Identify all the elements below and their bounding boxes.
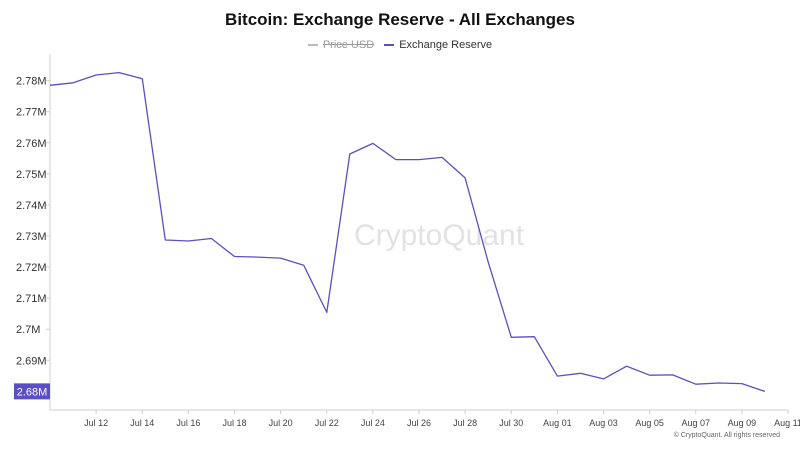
data-point[interactable] xyxy=(762,389,767,394)
data-point[interactable] xyxy=(486,260,491,265)
x-tick-label: Jul 26 xyxy=(407,418,431,428)
copyright-credit: © CryptoQuant. All rights reserved xyxy=(673,432,780,439)
y-tick-label: 2.69M xyxy=(16,355,47,367)
data-point[interactable] xyxy=(578,371,583,376)
data-point[interactable] xyxy=(670,372,675,377)
y-tick-label: 2.76M xyxy=(16,138,47,150)
x-tick-label: Jul 20 xyxy=(269,418,293,428)
x-tick-label: Aug 03 xyxy=(589,418,618,428)
series-line-exchange-reserve[interactable] xyxy=(49,71,766,393)
data-point[interactable] xyxy=(48,83,53,88)
data-point[interactable] xyxy=(624,364,629,369)
data-point[interactable] xyxy=(693,382,698,387)
x-tick-label: Aug 07 xyxy=(681,418,710,428)
x-tick-label: Jul 12 xyxy=(84,418,108,428)
y-tick-label: 2.74M xyxy=(16,200,47,212)
data-point[interactable] xyxy=(463,175,468,180)
data-point[interactable] xyxy=(324,310,329,315)
x-tick-label: Jul 24 xyxy=(361,418,385,428)
data-point[interactable] xyxy=(716,380,721,385)
data-point[interactable] xyxy=(647,373,652,378)
data-point[interactable] xyxy=(301,263,306,268)
data-point[interactable] xyxy=(532,334,537,339)
data-point[interactable] xyxy=(417,157,422,162)
y-tick-label: 2.75M xyxy=(16,169,47,181)
data-point[interactable] xyxy=(71,80,76,85)
data-point[interactable] xyxy=(393,157,398,162)
y-tick-label: 2.71M xyxy=(16,293,47,305)
y-tick-label: 2.77M xyxy=(16,107,47,119)
chart-title: Bitcoin: Exchange Reserve - All Exchange… xyxy=(225,10,575,29)
x-tick-label: Aug 01 xyxy=(543,418,572,428)
data-point[interactable] xyxy=(370,141,375,146)
y-tick-label: 2.78M xyxy=(16,76,47,88)
legend-swatch-price-usd xyxy=(307,44,318,46)
data-point[interactable] xyxy=(209,236,214,241)
x-tick-label: Aug 11 xyxy=(774,418,800,428)
legend-item-price-usd[interactable]: Price USD xyxy=(307,39,375,51)
data-point[interactable] xyxy=(163,238,168,243)
data-point[interactable] xyxy=(117,70,122,75)
data-point[interactable] xyxy=(440,155,445,160)
data-point[interactable] xyxy=(94,73,99,78)
data-point[interactable] xyxy=(278,256,283,261)
data-point[interactable] xyxy=(509,335,514,340)
data-point[interactable] xyxy=(739,381,744,386)
y-tick-label: 2.73M xyxy=(16,231,47,243)
data-point[interactable] xyxy=(186,238,191,243)
data-point[interactable] xyxy=(232,254,237,259)
legend: Price USD Exchange Reserve xyxy=(0,39,800,51)
x-tick-label: Jul 16 xyxy=(176,418,200,428)
x-tick-label: Aug 09 xyxy=(728,418,757,428)
legend-label-price-usd: Price USD xyxy=(322,39,375,51)
x-tick-label: Jul 30 xyxy=(499,418,523,428)
current-value-label: 2.68M xyxy=(17,386,48,398)
legend-item-exchange-reserve[interactable]: Exchange Reserve xyxy=(384,39,492,51)
x-tick-label: Jul 14 xyxy=(130,418,154,428)
data-point[interactable] xyxy=(140,76,145,81)
data-point[interactable] xyxy=(255,255,260,260)
x-tick-label: Jul 22 xyxy=(315,418,339,428)
watermark-text: CryptoQuant xyxy=(354,219,525,252)
current-value-badge xyxy=(14,383,50,400)
data-point[interactable] xyxy=(555,374,560,379)
x-tick-label: Aug 05 xyxy=(635,418,664,428)
x-tick-label: Jul 18 xyxy=(222,418,246,428)
x-tick-label: Jul 28 xyxy=(453,418,477,428)
y-tick-label: 2.72M xyxy=(16,262,47,274)
legend-label-exchange-reserve: Exchange Reserve xyxy=(399,39,493,51)
y-tick-label: 2.7M xyxy=(16,324,40,336)
data-point[interactable] xyxy=(347,151,352,156)
data-point[interactable] xyxy=(601,376,606,381)
legend-swatch-exchange-reserve xyxy=(384,44,395,46)
